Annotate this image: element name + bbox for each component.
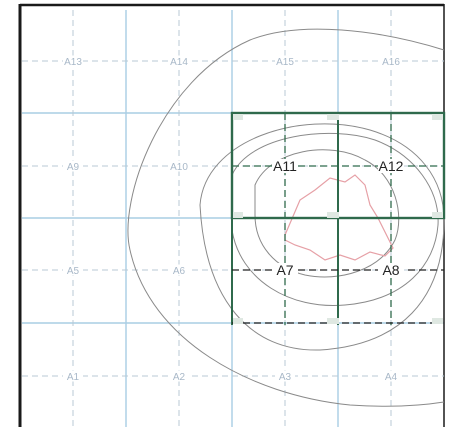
rear-pink-contour <box>284 174 394 261</box>
contour-middle <box>199 123 445 351</box>
contour-outer <box>127 28 445 251</box>
cell-label-a10: A10 <box>170 162 188 173</box>
cell-label-a2: A2 <box>173 372 186 383</box>
cell-label-a5: A5 <box>67 266 80 277</box>
cell-label-a4: A4 <box>385 372 398 383</box>
cell-label-bg-a2 <box>169 370 189 382</box>
cell-label-a6: A6 <box>173 266 186 277</box>
cell-label-a16: A16 <box>382 57 400 68</box>
corner-markers <box>233 114 443 324</box>
cell-label-a13: A13 <box>64 57 82 68</box>
cell-label-a9: A9 <box>67 162 80 173</box>
cell-label-bg-a3 <box>275 370 295 382</box>
contour-bottom <box>129 249 445 407</box>
cell-label-a14: A14 <box>170 57 188 68</box>
cell-label-bg-a8 <box>378 263 404 277</box>
cell-label-bg-a9 <box>63 160 83 172</box>
cell-label-bg-a4 <box>381 370 401 382</box>
cell-label-bg-a6 <box>169 264 189 276</box>
cell-label-a11: A11 <box>273 158 297 174</box>
cell-label-a15: A15 <box>276 57 294 68</box>
cell-label-a8: A8 <box>382 262 399 278</box>
cell-label-bg-a5 <box>63 264 83 276</box>
contour-inner <box>231 132 439 307</box>
contour-lines <box>127 28 445 407</box>
cell-label-bg-a13 <box>63 55 83 67</box>
cell-label-bg-a10 <box>169 160 189 172</box>
cell-label-a3: A3 <box>279 372 292 383</box>
cell-label-a7: A7 <box>276 262 293 278</box>
cell-label-a1: A1 <box>67 372 80 383</box>
cell-label-bg-a14 <box>169 55 189 67</box>
cell-label-a12: A12 <box>379 158 404 174</box>
cell-label-bg-a16 <box>381 55 401 67</box>
cell-label-bg-a12 <box>378 159 404 173</box>
highlight-grid <box>230 111 446 325</box>
cell-label-bg-a7 <box>272 263 298 277</box>
cell-label-bg-a15 <box>275 55 295 67</box>
cell-label-bg-a11 <box>272 159 298 173</box>
cell-labels: A13 A14 A15 A16 A9 A10 A11 A12 A5 A6 A7 A8 A1 A2 A3 A4 <box>63 55 404 383</box>
cell-label-bg-a1 <box>63 370 83 382</box>
